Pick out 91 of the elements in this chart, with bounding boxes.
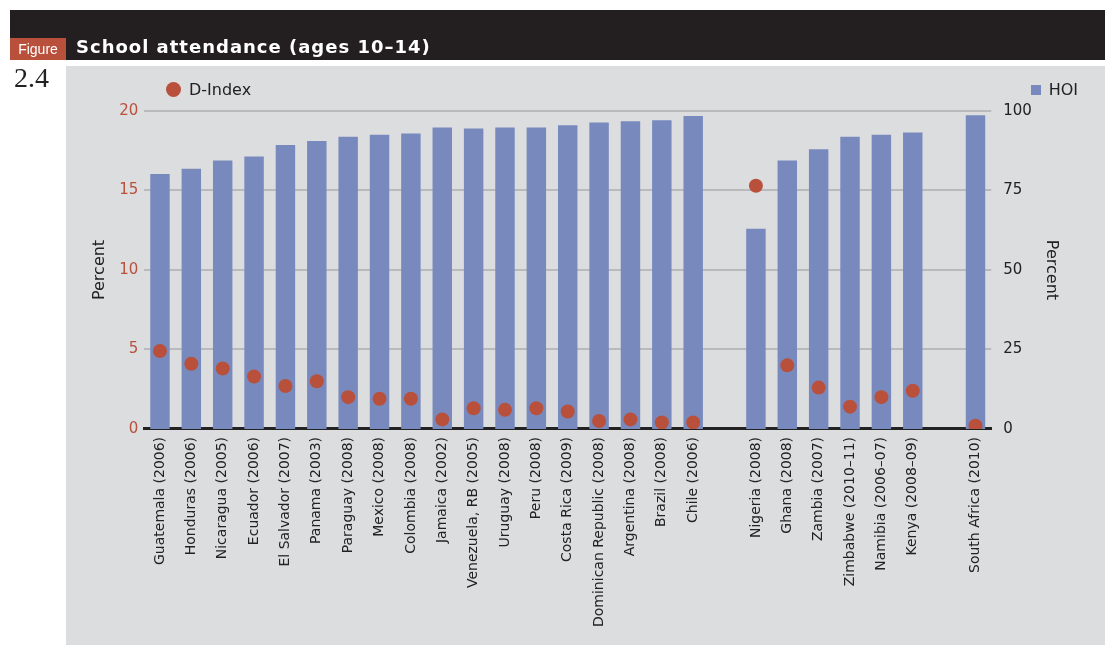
bar [401, 133, 421, 429]
bar [181, 168, 202, 429]
bar [965, 115, 986, 429]
y-axis-title: Percent [88, 239, 108, 301]
point [466, 401, 481, 416]
x-tick-label: Dominican Republic (2008) [589, 436, 606, 627]
x-tick-label: South Africa (2010) [966, 436, 983, 573]
y-tick-label: 5 [128, 339, 139, 358]
point [811, 380, 826, 395]
bar [150, 173, 170, 429]
text: Figure [10, 38, 66, 60]
bar [369, 134, 390, 429]
y2-tick-label: 50 [1003, 259, 1023, 278]
point [780, 358, 795, 373]
text: 2.4 [14, 62, 49, 94]
bar [432, 127, 452, 429]
bar [463, 128, 484, 429]
bar [307, 140, 327, 429]
bar [652, 120, 672, 429]
legend-label: HOI [1048, 80, 1078, 99]
x-tick-label: Paraguay (2008) [338, 436, 355, 554]
point [372, 391, 387, 406]
y2-tick-label: 75 [1003, 180, 1023, 199]
point [592, 413, 607, 428]
point [686, 415, 701, 429]
y2-tick-label: 100 [1003, 100, 1032, 119]
x-tick-label: Panama (2003) [307, 436, 324, 544]
x-tick-label: Peru (2008) [527, 436, 543, 520]
y-tick-label: 0 [128, 418, 139, 437]
bar [777, 160, 798, 429]
y-tick-label: 15 [119, 180, 139, 199]
point [309, 374, 324, 389]
chart-title: School attendance (ages 10–14) [76, 36, 431, 57]
bar [808, 149, 829, 429]
point [623, 412, 638, 427]
x-tick-label: Ecuador (2006) [244, 436, 261, 546]
x-tick-label: Ghana (2008) [777, 436, 794, 534]
x-tick-label: Namibia (2006–07) [872, 436, 889, 571]
point [215, 361, 230, 376]
bar [871, 134, 892, 429]
y2-axis-title: Percent [1043, 239, 1063, 301]
x-tick-label: Uruguay (2008) [495, 436, 512, 548]
x-tick-label: Honduras (2006) [181, 436, 198, 556]
bar [683, 116, 703, 429]
point [529, 401, 544, 416]
bar [620, 121, 641, 429]
x-tick-label: Zimbabwe (2010–11) [840, 436, 857, 587]
x-tick-label: Brazil (2008) [652, 436, 669, 527]
bar [903, 132, 923, 429]
point [654, 415, 669, 429]
x-tick-label: Mexico (2008) [370, 436, 387, 537]
point [184, 356, 199, 371]
point [152, 344, 167, 359]
x-tick-label: Kenya (2008–09) [903, 436, 920, 556]
bar [212, 160, 233, 429]
x-tick-label: Jamaica (2002) [432, 436, 449, 545]
x-tick-label: Costa Rica (2009) [558, 436, 575, 562]
x-tick-label: Nicaragua (2005) [213, 436, 230, 560]
bar [495, 127, 515, 429]
x-tick-label: Argentina (2008) [621, 436, 638, 557]
legend-label: D-Index [189, 80, 252, 99]
point [341, 390, 356, 405]
bar [558, 125, 578, 429]
x-tick-label: Venezuela, RB (2005) [464, 436, 481, 589]
bar [275, 145, 296, 429]
bar [746, 228, 766, 429]
y2-tick-label: 25 [1003, 339, 1023, 358]
x-tick-label: Guatemala (2006) [150, 436, 167, 566]
point [560, 404, 575, 419]
bar [526, 127, 547, 429]
point [843, 399, 858, 414]
x-tick-label: Nigeria (2008) [746, 436, 763, 539]
bar [840, 136, 860, 429]
point [278, 379, 293, 394]
y-tick-label: 10 [119, 259, 139, 278]
y-tick-label: 20 [119, 100, 139, 119]
x-tick-label: Colombia (2008) [401, 436, 418, 554]
y2-tick-label: 0 [1003, 418, 1013, 437]
bar [338, 136, 358, 429]
bar [589, 122, 609, 429]
point [247, 369, 262, 384]
point [905, 383, 920, 398]
point [498, 402, 512, 417]
x-tick-label: El Salvador (2007) [276, 436, 293, 567]
point [435, 412, 450, 427]
x-tick-label: Zambia (2007) [809, 436, 826, 542]
point [874, 390, 889, 405]
point [748, 178, 763, 193]
x-tick-label: Chile (2006) [683, 436, 700, 523]
bar [244, 156, 264, 429]
point [403, 391, 418, 406]
